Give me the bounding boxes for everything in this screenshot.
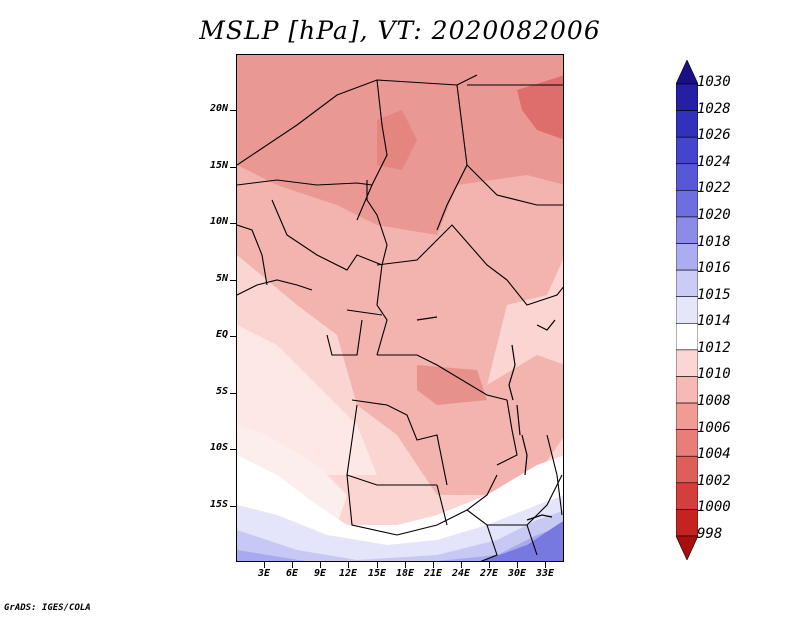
lat-tick <box>230 449 236 450</box>
colorbar-segment <box>676 269 698 298</box>
lon-label: 9E <box>313 568 327 579</box>
colorbar-level-label: 1015 <box>697 287 731 303</box>
colorbar-segment <box>676 296 698 324</box>
colorbar-level-label: 1018 <box>697 234 731 250</box>
lon-label: 12E <box>338 568 358 579</box>
lat-tick <box>230 393 236 394</box>
lat-label: 15N <box>209 160 228 171</box>
lon-label: 27E <box>479 568 499 579</box>
lat-label: EQ <box>215 329 228 340</box>
colorbar-segment <box>676 163 698 191</box>
lon-tick <box>405 562 406 568</box>
colorbar-segment <box>676 402 698 430</box>
lon-label: 33E <box>535 568 555 579</box>
colorbar-level-label: 1012 <box>697 340 731 356</box>
pressure-map <box>236 54 564 562</box>
lon-tick <box>377 562 378 568</box>
lat-label: 15S <box>209 499 228 510</box>
lon-tick <box>348 562 349 568</box>
lon-label: 3E <box>257 568 271 579</box>
lon-tick <box>489 562 490 568</box>
colorbar-segment <box>676 243 698 271</box>
lon-label: 18E <box>395 568 415 579</box>
field-1004 <box>517 75 563 140</box>
lat-tick <box>230 280 236 281</box>
colorbar-segment <box>676 322 698 351</box>
colorbar-level-label: 1016 <box>697 260 731 276</box>
field-1007 <box>417 365 487 405</box>
lat-tick <box>230 506 236 507</box>
colorbar-segment <box>676 190 698 218</box>
colorbar-segment <box>676 110 698 138</box>
colorbar-level-label: 1010 <box>697 366 731 382</box>
lat-label: 10N <box>209 216 228 227</box>
lon-label: 21E <box>423 568 443 579</box>
lon-label: 15E <box>367 568 387 579</box>
lat-label: 5S <box>215 386 228 397</box>
colorbar-segment <box>676 509 698 537</box>
colorbar-segment <box>676 83 698 111</box>
chart-title: MSLP [hPa], VT: 2020082006 <box>199 16 601 45</box>
colorbar-level-label: 1006 <box>697 420 731 436</box>
country-borders <box>237 74 563 561</box>
lon-tick <box>545 562 546 568</box>
lat-tick <box>230 223 236 224</box>
colorbar-segment <box>676 349 698 377</box>
colorbar-level-label: 1028 <box>697 101 731 117</box>
lat-tick <box>230 167 236 168</box>
colorbar-level-label: 1002 <box>697 473 731 489</box>
lon-tick <box>517 562 518 568</box>
footer-credit: GrADS: IGES/COLA <box>4 603 91 613</box>
lat-label: 10S <box>209 442 228 453</box>
lat-label: 5N <box>215 273 228 284</box>
colorbar-segment <box>676 429 698 457</box>
lon-label: 24E <box>451 568 471 579</box>
lon-label: 6E <box>285 568 299 579</box>
lon-tick <box>264 562 265 568</box>
lon-label: 30E <box>507 568 527 579</box>
colorbar-level-label: 1024 <box>697 154 731 170</box>
colorbar <box>676 60 698 560</box>
colorbar-level-label: 1004 <box>697 446 731 462</box>
colorbar-level-label: 1022 <box>697 180 731 196</box>
lon-tick <box>320 562 321 568</box>
lon-tick <box>433 562 434 568</box>
colorbar-segment <box>676 376 698 404</box>
map-svg <box>237 55 563 561</box>
lakes <box>416 316 556 521</box>
field-1020 <box>482 521 563 561</box>
colorbar-level-label: 1020 <box>697 207 731 223</box>
colorbar-bottom-triangle <box>676 535 698 560</box>
colorbar-level-label: 1000 <box>697 499 731 515</box>
colorbar-top-triangle <box>676 60 698 85</box>
colorbar-level-label: 1026 <box>697 127 731 143</box>
colorbar-level-label: 1008 <box>697 393 731 409</box>
colorbar-level-label: 1014 <box>697 313 731 329</box>
lat-tick <box>230 110 236 111</box>
colorbar-segment <box>676 455 698 484</box>
lat-label: 20N <box>209 103 228 114</box>
lat-tick <box>230 336 236 337</box>
lon-tick <box>292 562 293 568</box>
field-1016 <box>237 510 563 561</box>
colorbar-level-label: 998 <box>697 526 723 542</box>
colorbar-segment <box>676 482 698 510</box>
colorbar-segment <box>676 136 698 165</box>
colorbar-segment <box>676 216 698 244</box>
field-1012 <box>237 325 377 475</box>
lon-tick <box>461 562 462 568</box>
colorbar-level-label: 1030 <box>697 74 731 90</box>
